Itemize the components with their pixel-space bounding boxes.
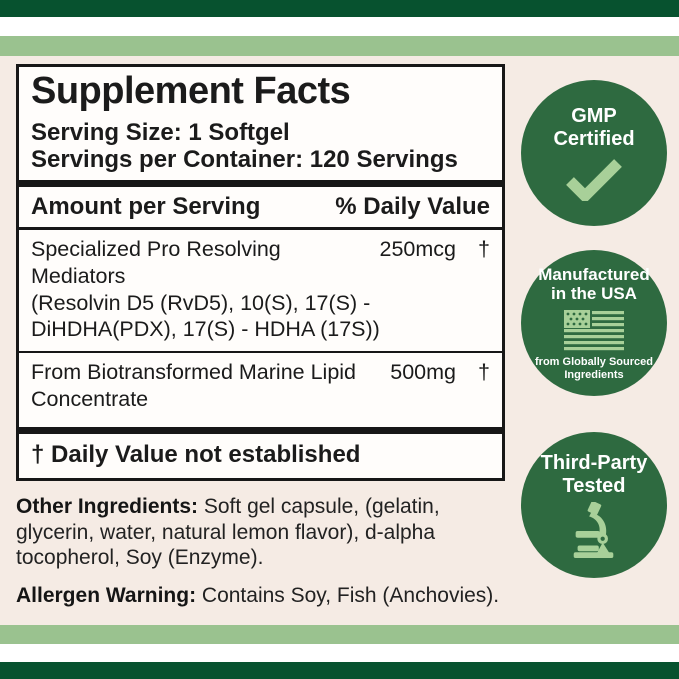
checkmark-icon: [565, 159, 623, 201]
third-party-tested-badge: Third-Party Tested: [521, 432, 667, 578]
label-left-column: Supplement Facts Serving Size: 1 Softgel…: [16, 64, 505, 679]
top-dark-green-band: [0, 0, 679, 17]
usa-flag-icon: [563, 308, 625, 352]
badge-line: GMP: [571, 105, 617, 128]
ingredient-row-main: From Biotransformed Marine Lipid 500mg †: [31, 359, 490, 386]
badge-subline: from Globally Sourced: [535, 355, 653, 368]
badge-line: Certified: [553, 127, 635, 150]
ingredient-daily-value: †: [478, 237, 490, 262]
ingredient-detail-line: DiHDHA(PDX), 17(S) - HDHA (17S)): [31, 317, 380, 342]
microscope-icon: [569, 501, 619, 558]
other-ingredients-section: Other Ingredients: Soft gel capsule, (ge…: [16, 494, 505, 570]
top-light-green-band: [0, 36, 679, 56]
bottom-white-band: [0, 644, 679, 662]
ingredient-row-mediators: Specialized Pro Resolving Mediators 250m…: [19, 230, 502, 351]
panel-title: Supplement Facts: [31, 70, 351, 112]
bottom-light-green-band: [0, 625, 679, 644]
top-white-band: [0, 17, 679, 36]
ingredient-name: Specialized Pro Resolving Mediators: [31, 237, 281, 288]
amount-per-serving-header: Amount per Serving: [31, 193, 261, 221]
other-ingredients-label: Other Ingredients:: [16, 495, 199, 519]
other-ingredients-text: Soft gel capsule, (gelatin, glycerin, wa…: [16, 495, 440, 569]
allergen-warning-section: Allergen Warning: Contains Soy, Fish (An…: [16, 583, 505, 608]
badge-line: Manufactured: [538, 264, 650, 284]
ingredient-row-main: Specialized Pro Resolving Mediators 250m…: [31, 236, 490, 289]
thick-divider: [19, 427, 502, 435]
allergen-warning-text: Contains Soy, Fish (Anchovies).: [201, 584, 500, 608]
ingredient-detail-line: Concentrate: [31, 386, 149, 411]
ingredient-daily-value: †: [478, 359, 490, 384]
ingredient-name: From Biotransformed Marine Lipid: [31, 359, 357, 384]
ingredient-detail-line: (Resolvin D5 (RvD5), 10(S), 17(S) -: [31, 290, 371, 315]
bottom-dark-green-band: [0, 662, 679, 679]
ingredient-amount: 250mcg: [379, 237, 457, 262]
gmp-certified-badge: GMP Certified: [521, 80, 667, 226]
serving-size-line: Serving Size: 1 Softgel: [31, 118, 290, 146]
daily-value-header: % Daily Value: [335, 193, 490, 221]
ingredient-row-marine-lipid: From Biotransformed Marine Lipid 500mg †…: [19, 350, 502, 420]
supplement-facts-panel: Supplement Facts Serving Size: 1 Softgel…: [16, 64, 505, 482]
ingredient-amount: 500mg: [390, 359, 456, 384]
badge-subline: Ingredients: [564, 368, 624, 381]
column-header-row: Amount per Serving % Daily Value: [19, 187, 502, 231]
daily-value-footnote: † Daily Value not established: [31, 441, 361, 469]
badge-line: Third-Party: [540, 452, 648, 475]
thick-divider: [19, 180, 502, 188]
badge-line: Tested: [562, 474, 626, 497]
servings-per-container-line: Servings per Container: 120 Servings: [31, 145, 458, 173]
allergen-warning-label: Allergen Warning:: [16, 584, 197, 608]
badge-line: in the USA: [551, 283, 637, 303]
manufactured-in-usa-badge: Manufactured in the USA: [521, 250, 667, 396]
